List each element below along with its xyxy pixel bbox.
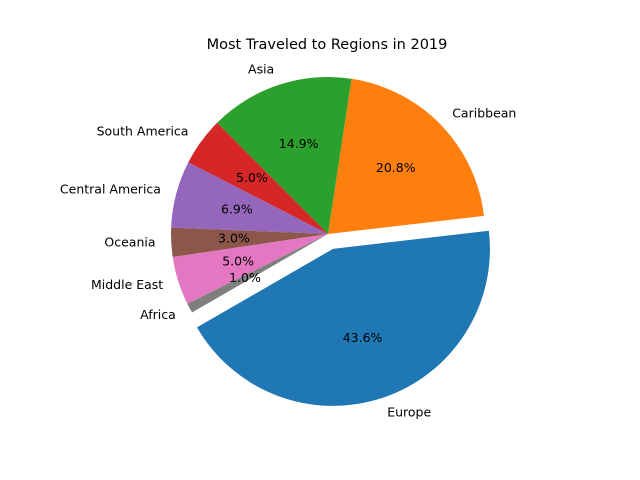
slice-europe — [196, 230, 490, 406]
slice-oceania — [171, 227, 328, 258]
percent-asia: 14.9% — [279, 136, 319, 151]
label-oceania: Oceania — [104, 235, 155, 250]
label-asia: Asia — [248, 61, 274, 76]
percent-south-america: 5.0% — [236, 170, 268, 185]
percent-central-america: 6.9% — [221, 202, 253, 217]
chart-title: Most Traveled to Regions in 2019 — [207, 37, 448, 53]
percent-caribbean: 20.8% — [376, 160, 416, 175]
label-south-america: South America — [97, 124, 189, 139]
slice-south-america — [188, 122, 328, 234]
label-middle-east: Middle East — [91, 277, 163, 292]
percent-africa: 1.0% — [229, 270, 261, 285]
percent-europe: 43.6% — [343, 330, 383, 345]
pie-slices — [171, 77, 490, 406]
slice-asia — [217, 77, 352, 234]
percent-oceania: 3.0% — [218, 231, 250, 246]
label-africa: Africa — [140, 307, 176, 322]
slice-central-america — [171, 162, 328, 234]
label-europe: Europe — [387, 404, 431, 419]
label-central-america: Central America — [60, 182, 161, 197]
slice-labels: Europe Caribbean Asia South America Central … — [60, 61, 516, 419]
slice-middle-east — [172, 234, 328, 304]
percent-labels: 43.6%20.8%14.9%5.0%6.9%3.0%5.0%1.0% — [218, 136, 416, 345]
slice-caribbean — [328, 78, 484, 234]
slice-africa — [187, 234, 328, 313]
label-caribbean: Caribbean — [452, 106, 516, 121]
percent-middle-east: 5.0% — [222, 254, 254, 269]
